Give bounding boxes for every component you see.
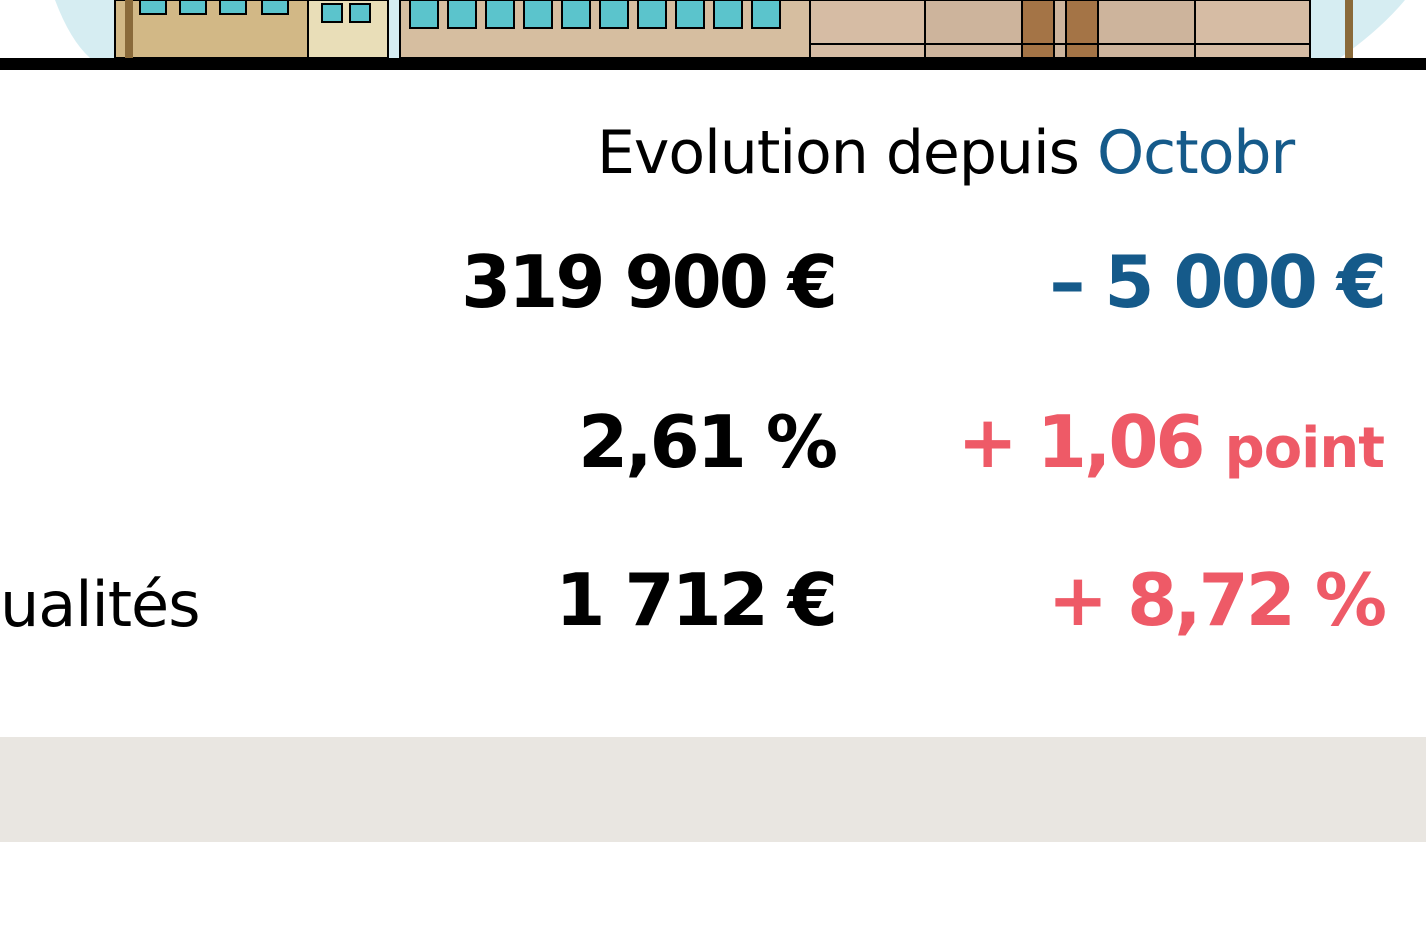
header: Evolution depuis Octobr	[597, 118, 1294, 188]
row-value: 2,61 %	[578, 400, 835, 484]
row-label: ualités	[0, 568, 200, 641]
header-month: Octobr	[1097, 118, 1294, 188]
page: Evolution depuis Octobr 319 900 € – 5 000…	[0, 0, 1426, 928]
change-value: + 8,72 %	[1048, 558, 1384, 642]
change-value: – 5 000 €	[1049, 240, 1384, 324]
change-unit: point	[1225, 416, 1384, 481]
row-change: + 1,06 point	[957, 400, 1384, 484]
footer-band	[0, 737, 1426, 842]
row-change: + 8,72 %	[1048, 558, 1384, 642]
change-value: + 1,06	[957, 400, 1202, 484]
row-change: – 5 000 €	[1049, 240, 1384, 324]
row-value: 1 712 €	[555, 558, 835, 642]
header-title: Evolution depuis	[597, 118, 1079, 188]
city-illustration	[0, 0, 1426, 72]
row-value: 319 900 €	[461, 240, 835, 324]
